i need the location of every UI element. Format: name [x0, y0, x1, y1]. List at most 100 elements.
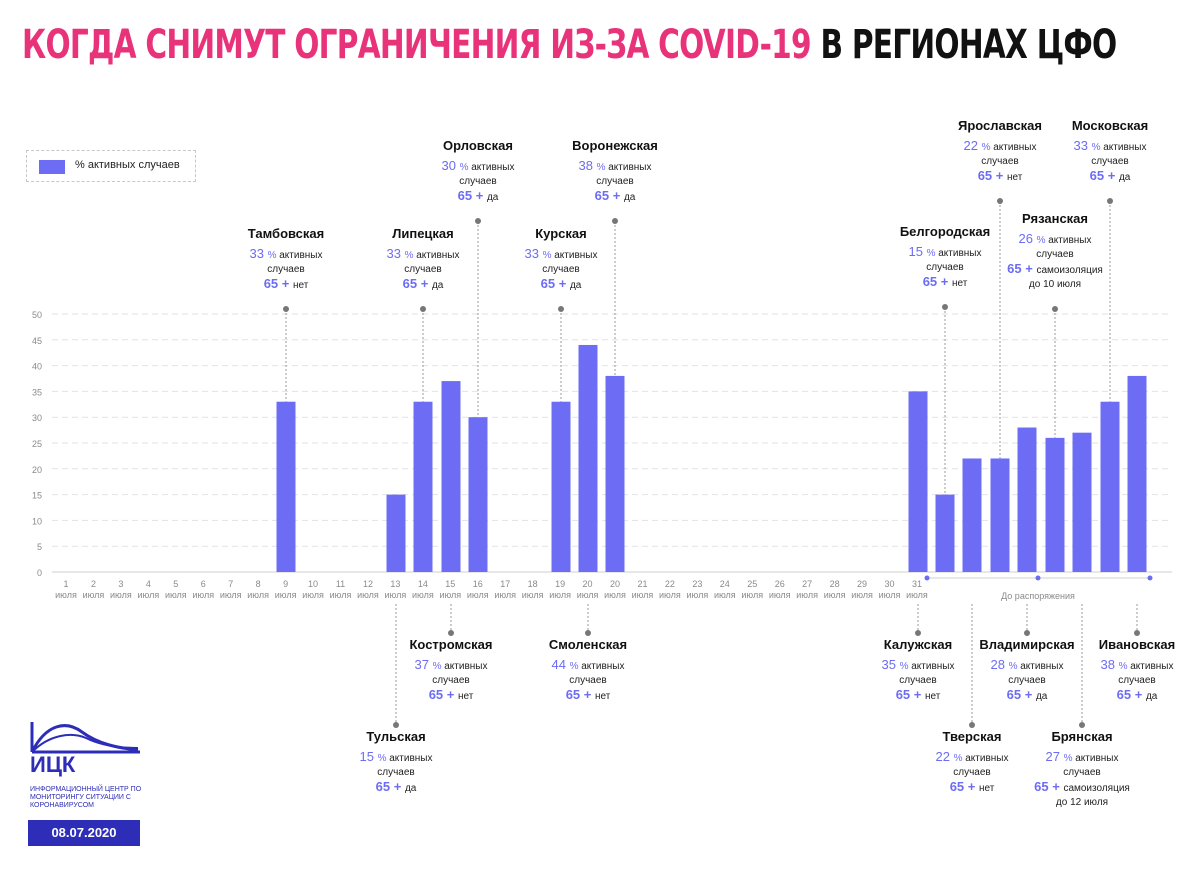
value-active-text: активных — [965, 753, 1008, 764]
bar — [413, 401, 433, 572]
cases-label: случаев — [542, 264, 579, 275]
cases-label: случаев — [1118, 675, 1155, 686]
value-label: 28 % активных — [991, 657, 1064, 672]
age-status: нет — [458, 691, 474, 702]
value-percent: % — [378, 753, 390, 764]
value-active-text: активных — [444, 661, 487, 672]
x-tick-sublabel: июля — [549, 590, 571, 600]
value-label: 38 % активных — [1101, 657, 1174, 672]
value-percent: % — [954, 753, 966, 764]
cases-label: случаев — [953, 767, 990, 778]
y-tick-label: 25 — [32, 439, 42, 449]
age-prefix: 65 + — [595, 188, 624, 203]
leader-dot — [1107, 198, 1113, 204]
bar — [578, 344, 598, 572]
value-label: 22 % активных — [936, 749, 1009, 764]
age-prefix: 65 + — [264, 276, 293, 291]
bar — [908, 391, 928, 572]
region-name: Тульская — [366, 729, 425, 744]
bar — [1100, 401, 1120, 572]
value-number: 30 — [442, 158, 460, 173]
x-tick-label: 1 — [63, 579, 68, 589]
region-name: Ивановская — [1099, 637, 1175, 652]
value-number: 33 — [387, 246, 405, 261]
region-name: Смоленская — [549, 637, 627, 652]
logo-wave-icon — [30, 722, 140, 754]
x-tick-label: 15 — [445, 579, 455, 589]
x-tick-sublabel: июля — [83, 590, 105, 600]
age-prefix: 65 + — [1090, 168, 1119, 183]
age-status: да — [624, 192, 636, 203]
cases-label: случаев — [1091, 156, 1128, 167]
x-tick-label: 24 — [720, 579, 730, 589]
x-tick-sublabel: июля — [330, 590, 352, 600]
value-percent: % — [982, 142, 994, 153]
x-tick-sublabel: июля — [824, 590, 846, 600]
value-number: 15 — [360, 749, 378, 764]
x-tick-label: 2 — [91, 579, 96, 589]
age-prefix: 65 + — [1117, 687, 1146, 702]
leader-dot — [283, 306, 289, 312]
cases-label: случаев — [404, 264, 441, 275]
age-prefix: 65 + — [376, 779, 405, 794]
leader-dot — [1134, 630, 1140, 636]
cases-label: случаев — [377, 767, 414, 778]
cases-label: случаев — [899, 675, 936, 686]
value-percent: % — [543, 250, 555, 261]
x-tick-sublabel: июля — [522, 590, 544, 600]
bar — [1072, 432, 1092, 572]
bar — [551, 401, 571, 572]
value-active-text: активных — [608, 162, 651, 173]
value-label: 27 % активных — [1046, 749, 1119, 764]
x-tick-sublabel: июля — [412, 590, 434, 600]
x-tick-sublabel: июля — [137, 590, 159, 600]
cases-label: случаев — [596, 176, 633, 187]
age-status: да — [1119, 172, 1131, 183]
bar — [962, 458, 982, 572]
x-tick-label: 25 — [747, 579, 757, 589]
region-name: Владимирская — [979, 637, 1074, 652]
value-number: 15 — [909, 244, 927, 259]
bar — [276, 401, 296, 572]
x-tick-sublabel: июля — [467, 590, 489, 600]
value-percent: % — [405, 250, 417, 261]
x-tick-sublabel: июля — [494, 590, 516, 600]
x-tick-label: 21 — [637, 579, 647, 589]
value-active-text: активных — [1130, 661, 1173, 672]
x-tick-label: 28 — [830, 579, 840, 589]
x-tick-label: 4 — [146, 579, 151, 589]
age-label: 65 + самоизоляция — [1007, 261, 1103, 276]
leader-dot — [612, 218, 618, 224]
x-tick-sublabel: июля — [165, 590, 187, 600]
age-status: нет — [293, 280, 309, 291]
value-active-text: активных — [911, 661, 954, 672]
region-name: Тверская — [943, 729, 1002, 744]
bar — [605, 375, 625, 572]
x-tick-label: 17 — [500, 579, 510, 589]
x-tick-sublabel: июля — [796, 590, 818, 600]
region-name: Калужская — [884, 637, 952, 652]
x-tick-sublabel: июля — [769, 590, 791, 600]
value-percent: % — [927, 248, 939, 259]
value-percent: % — [1119, 661, 1131, 672]
value-number: 33 — [525, 246, 543, 261]
value-label: 22 % активных — [964, 138, 1037, 153]
value-label: 15 % активных — [909, 244, 982, 259]
age-prefix: 65 + — [1034, 779, 1063, 794]
value-active-text: активных — [389, 753, 432, 764]
x-tick-sublabel: июля — [879, 590, 901, 600]
value-label: 26 % активных — [1019, 231, 1092, 246]
value-active-text: активных — [993, 142, 1036, 153]
y-tick-label: 30 — [32, 413, 42, 423]
value-number: 28 — [991, 657, 1009, 672]
leader-dot — [475, 218, 481, 224]
value-number: 37 — [415, 657, 433, 672]
page-title: КОГДА СНИМУТ ОГРАНИЧЕНИЯ ИЗ-ЗА COVID-19 … — [22, 22, 1117, 68]
value-number: 22 — [964, 138, 982, 153]
cases-label: случаев — [267, 264, 304, 275]
value-number: 33 — [250, 246, 268, 261]
age-label: 65 + да — [541, 276, 582, 291]
x-tick-label: 18 — [528, 579, 538, 589]
region-name: Воронежская — [572, 138, 658, 153]
